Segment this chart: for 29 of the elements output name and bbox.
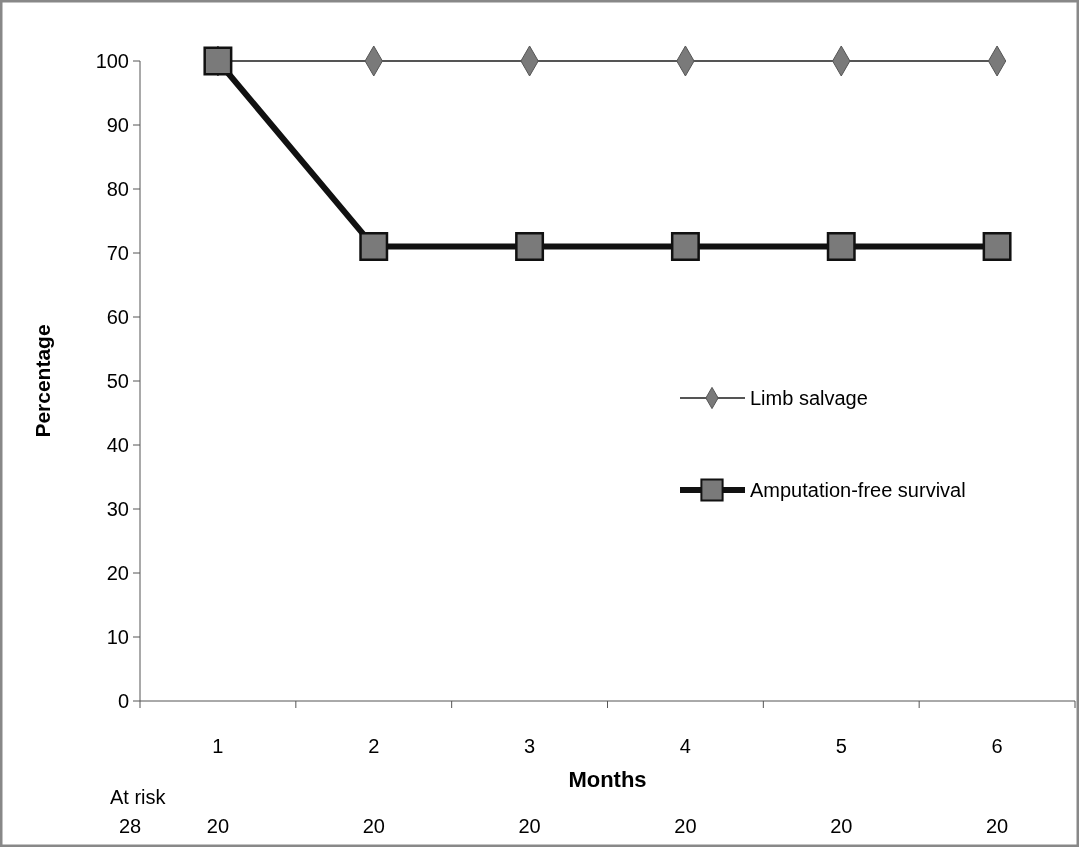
text: 20: [830, 815, 853, 837]
text: 20: [362, 815, 385, 837]
y-tick-label: 90: [106, 114, 129, 136]
text: 20: [674, 815, 697, 837]
text: 28: [118, 815, 142, 837]
y-tick-label: 70: [106, 242, 129, 264]
text: At risk: [110, 786, 167, 808]
text: 20: [518, 815, 541, 837]
x-axis-title: Months: [568, 767, 647, 792]
legend-label: Amputation-free survival: [750, 479, 966, 501]
x-tick-label: 6: [991, 735, 1003, 757]
y-tick-label: 80: [106, 178, 129, 200]
y-tick-label: 20: [106, 562, 129, 584]
legend-label: Limb salvage: [750, 387, 868, 409]
text: 20: [985, 815, 1009, 837]
y-tick-label: 30: [106, 498, 129, 520]
y-axis-title: Percentage: [31, 324, 54, 438]
y-tick-label: 100: [95, 50, 129, 72]
y-tick-label: 0: [117, 690, 129, 712]
x-tick-label: 5: [835, 735, 847, 757]
y-tick-label: 50: [106, 370, 129, 392]
y-tick-label: 60: [106, 306, 129, 328]
y-tick-label: 40: [106, 434, 129, 456]
y-tick-label: 10: [106, 626, 129, 648]
x-tick-label: 1: [212, 735, 224, 757]
x-tick-label: 3: [524, 735, 536, 757]
x-tick-label: 4: [679, 735, 691, 757]
text: 20: [206, 815, 230, 837]
x-tick-label: 2: [368, 735, 380, 757]
